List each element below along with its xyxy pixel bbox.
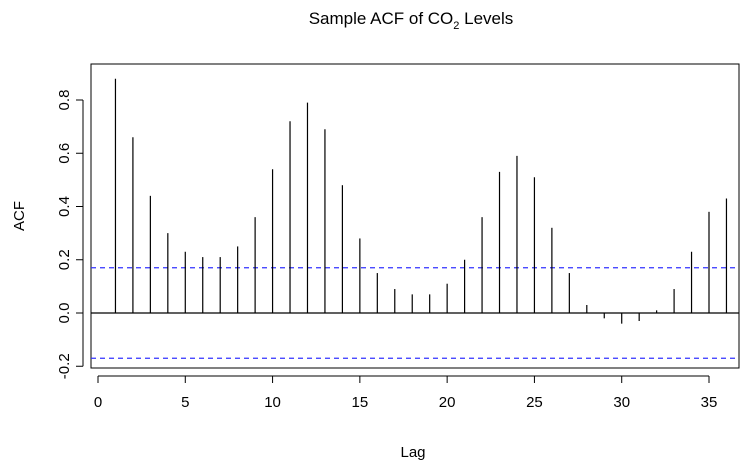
y-tick-label: 0.8 bbox=[56, 90, 73, 111]
chart-title: Sample ACF of CO2 Levels bbox=[309, 9, 514, 32]
x-tick-label: 20 bbox=[439, 394, 456, 411]
x-tick-label: 15 bbox=[352, 394, 369, 411]
chart-title-main: Sample ACF of CO bbox=[309, 9, 454, 28]
chart-title-rest: Levels bbox=[459, 9, 513, 28]
x-axis-label: Lag bbox=[400, 444, 425, 461]
y-tick-label: 0.6 bbox=[56, 143, 73, 164]
x-tick-label: 35 bbox=[701, 394, 718, 411]
x-tick-label: 30 bbox=[613, 394, 630, 411]
plot-frame bbox=[90, 63, 740, 369]
acf-marks bbox=[91, 78, 739, 359]
x-tick-label: 0 bbox=[94, 394, 102, 411]
y-tick-label: -0.2 bbox=[56, 353, 73, 379]
x-axis: 0 5 10 15 20 25 30 35 bbox=[94, 375, 718, 411]
y-tick-label: 0.2 bbox=[56, 249, 73, 270]
y-axis-label: ACF bbox=[11, 201, 28, 231]
chart-title-subscript: 2 bbox=[453, 20, 459, 32]
x-tick-label: 5 bbox=[181, 394, 189, 411]
y-axis: -0.2 0.0 0.2 0.4 0.6 0.8 bbox=[56, 90, 84, 379]
x-tick-label: 10 bbox=[264, 394, 281, 411]
y-tick-label: 0.0 bbox=[56, 303, 73, 324]
x-tick-label: 25 bbox=[526, 394, 543, 411]
y-tick-label: 0.4 bbox=[56, 196, 73, 217]
